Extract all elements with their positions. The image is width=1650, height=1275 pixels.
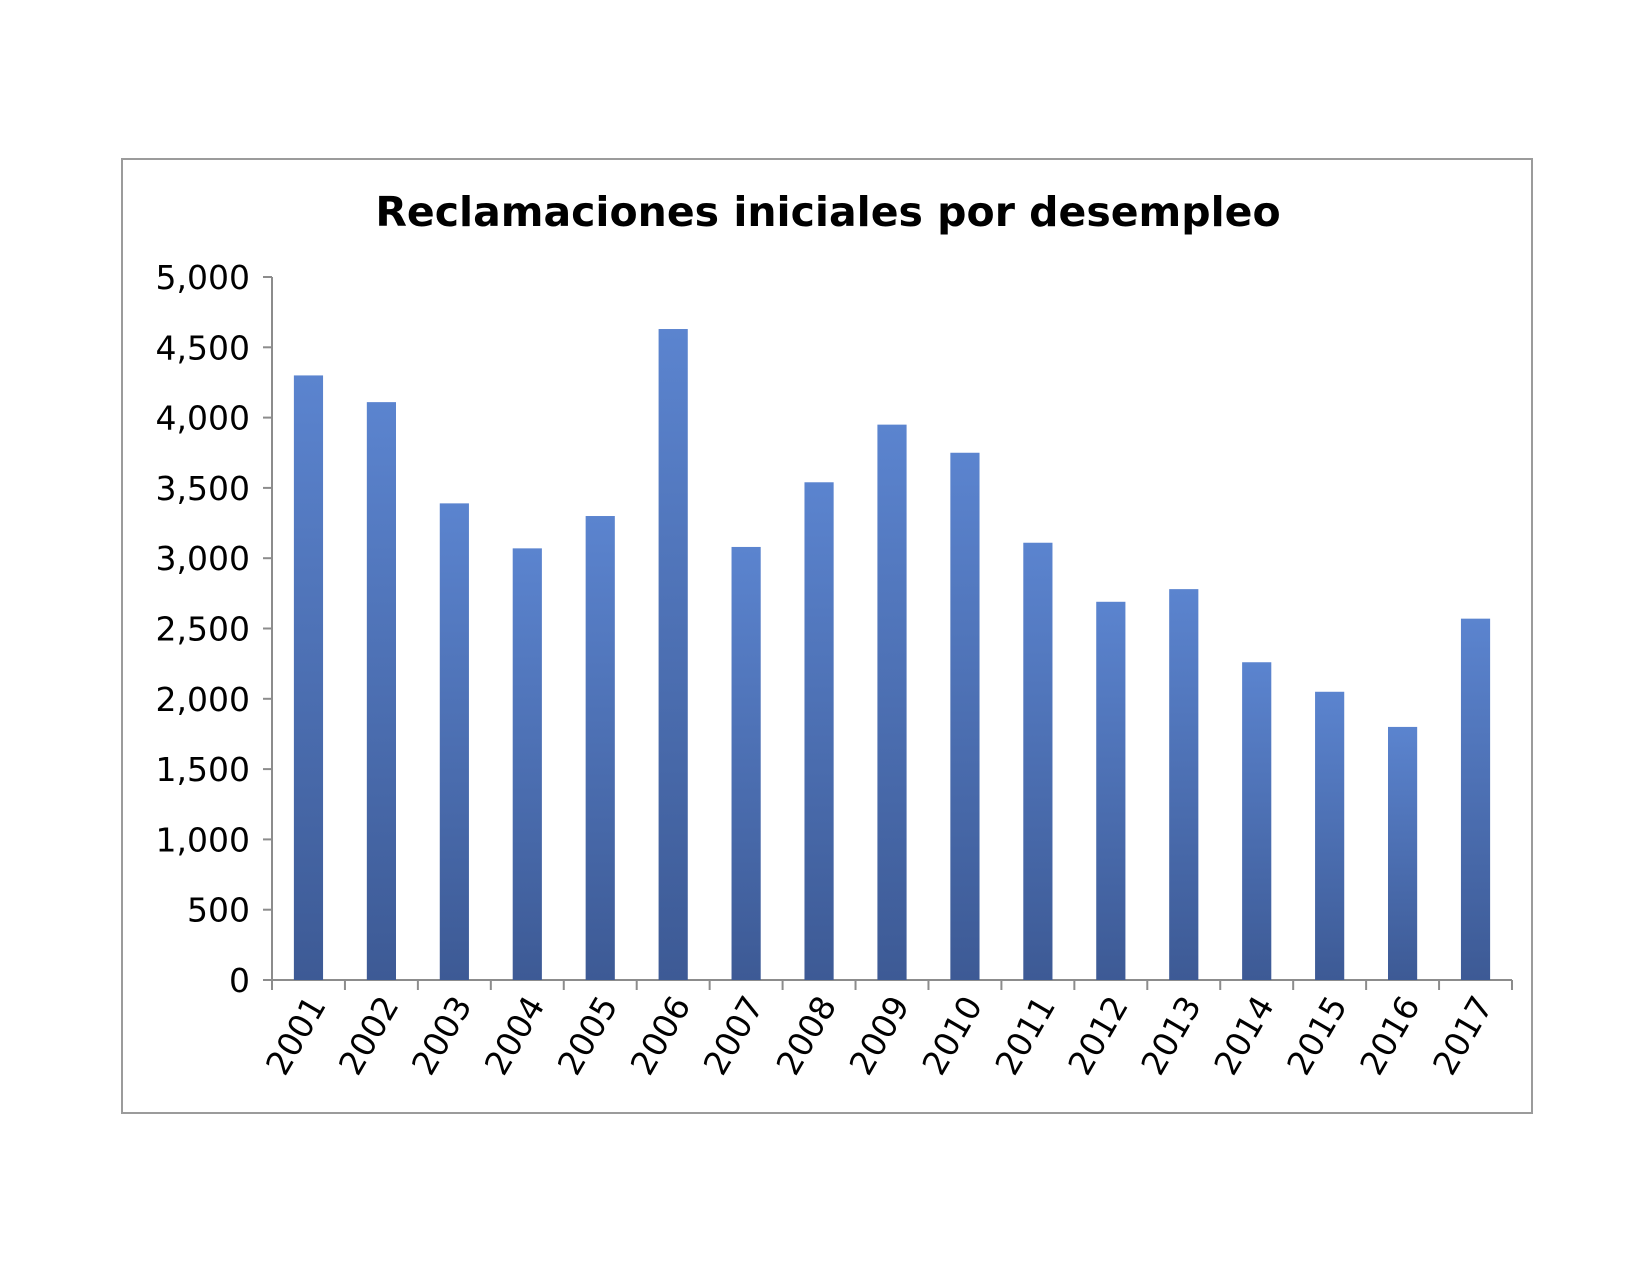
bar-2016: [1388, 726, 1418, 980]
y-tick-label: 1,000: [156, 820, 250, 859]
x-tick-label: 2005: [550, 989, 626, 1081]
y-tick-label: 0: [229, 961, 250, 1000]
x-tick-label: 2004: [477, 989, 553, 1081]
bar-chart: Reclamaciones iniciales por desempleo 0 5…: [156, 188, 1513, 1081]
x-tick-label: 2012: [1060, 989, 1136, 1081]
x-tick-label: 2014: [1206, 989, 1282, 1081]
bar-2007: [731, 546, 761, 980]
bar-2008: [804, 482, 834, 980]
bar-2009: [877, 424, 907, 980]
y-tick-label: 3,000: [156, 539, 250, 578]
chart-frame: Reclamaciones iniciales por desempleo 0 5…: [121, 158, 1533, 1114]
y-tick-label: 1,500: [156, 750, 250, 789]
x-tick-label: 2002: [331, 989, 407, 1081]
y-tick-label: 500: [187, 891, 250, 930]
x-tick-label: 2006: [623, 989, 699, 1081]
bar-2006: [658, 329, 688, 981]
x-axis: 2001200220032004200520062007200820092010…: [258, 979, 1513, 1081]
x-tick-label: 2003: [404, 989, 480, 1081]
x-tick-label: 2015: [1279, 989, 1355, 1081]
x-tick-label: 2009: [841, 989, 917, 1081]
bar-2004: [512, 548, 542, 980]
bar-2001: [293, 375, 324, 980]
x-tick-label: 2007: [696, 989, 772, 1081]
x-tick-label: 2016: [1352, 989, 1428, 1081]
y-tick-label: 2,500: [156, 610, 250, 649]
y-tick-label: 5,000: [156, 258, 250, 297]
x-tick-label: 2017: [1425, 989, 1501, 1081]
y-tick-label: 3,500: [156, 469, 250, 508]
bar-2002: [366, 402, 396, 980]
y-tick-label: 4,500: [156, 328, 250, 367]
bar-2017: [1460, 618, 1491, 980]
x-tick-label: 2001: [258, 989, 334, 1081]
bar-2014: [1242, 662, 1272, 980]
y-tick-label: 2,000: [156, 680, 250, 719]
y-axis: 0 500 1,000 1,500 2,000 2,500 3,000 3,500 4,000 4…: [156, 258, 273, 1000]
bar-2015: [1315, 691, 1345, 980]
bar-2011: [1023, 542, 1053, 980]
bar-2012: [1096, 601, 1126, 980]
bar-2005: [585, 516, 615, 980]
x-tick-label: 2008: [768, 989, 844, 1081]
y-tick-label: 4,000: [156, 399, 250, 438]
x-tick-label: 2010: [914, 989, 990, 1081]
chart-title: Reclamaciones iniciales por desempleo: [375, 188, 1280, 236]
bar-2003: [439, 503, 469, 980]
x-tick-label: 2011: [987, 989, 1063, 1081]
x-tick-label: 2013: [1133, 989, 1209, 1081]
bar-2010: [950, 452, 980, 980]
bar-2013: [1169, 589, 1199, 980]
bars: [293, 329, 1491, 981]
